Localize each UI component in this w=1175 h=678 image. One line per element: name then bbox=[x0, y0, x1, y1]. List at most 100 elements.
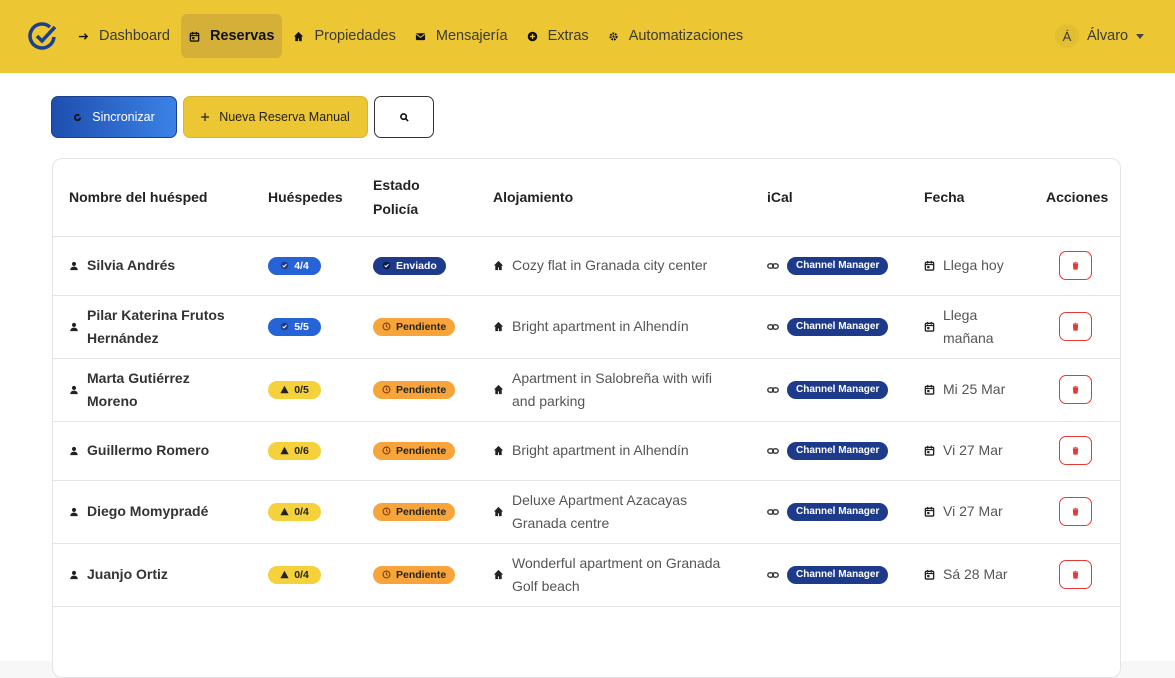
ical-cell: Channel Manager bbox=[751, 421, 908, 481]
caret bbox=[1136, 33, 1145, 39]
guest-name: Pilar Katerina Frutos Hernández bbox=[87, 306, 225, 346]
guests-cell: 5/5 bbox=[252, 295, 357, 359]
guests-count: 0/5 bbox=[294, 383, 309, 396]
icon-svg bbox=[1072, 570, 1079, 579]
property-name: Apartment in Salobreña with wifi and par… bbox=[512, 369, 712, 409]
guests-count: 0/4 bbox=[294, 505, 309, 518]
icon-svg bbox=[924, 321, 935, 332]
guest-name: Marta Gutiérrez Moreno bbox=[87, 369, 190, 409]
cell: Deluxe Apartment Azacayas Granada centre bbox=[493, 489, 735, 535]
cell: Guillermo Romero bbox=[69, 439, 236, 462]
nav-item[interactable]: Extras bbox=[519, 14, 597, 58]
icon bbox=[382, 570, 391, 579]
label: Sincronizar bbox=[92, 110, 155, 124]
icon-svg bbox=[767, 262, 779, 269]
cell: Vi 27 Mar bbox=[924, 439, 1014, 462]
icon bbox=[293, 31, 304, 42]
guest-name: Guillermo Romero bbox=[87, 442, 210, 458]
icon-svg bbox=[70, 570, 78, 579]
guest-cell: Juanjo Ortiz bbox=[53, 543, 252, 607]
date: Sá 28 Mar bbox=[943, 566, 1008, 582]
icon bbox=[493, 569, 504, 580]
date-cell: Sá 28 Mar bbox=[908, 543, 1030, 607]
column-header: Fecha bbox=[908, 159, 1030, 237]
booking-row: Juanjo Ortiz 0/4 Pendiente Wonderful apartm… bbox=[53, 543, 1120, 607]
property-name: Wonderful apartment on Granada Golf beac… bbox=[512, 554, 721, 594]
user-menu[interactable]: Á Álvaro bbox=[1055, 24, 1145, 48]
cell: Bright apartment in Alhendín bbox=[493, 315, 735, 338]
icon bbox=[767, 321, 779, 333]
column-header: Nombre del huésped bbox=[53, 159, 252, 237]
nav-item[interactable]: Propiedades bbox=[285, 14, 403, 58]
icon bbox=[924, 321, 935, 332]
icon-svg bbox=[280, 446, 289, 455]
icon-svg bbox=[493, 321, 504, 332]
icon-svg bbox=[70, 385, 78, 394]
delete-button[interactable] bbox=[1059, 497, 1092, 526]
booking-row: Silvia Andrés 4/4 Enviado Cozy flat in Gran… bbox=[53, 236, 1120, 296]
police-status: Pendiente bbox=[396, 383, 447, 396]
cell: Sá 28 Mar bbox=[924, 563, 1014, 586]
icon bbox=[924, 506, 935, 517]
icon bbox=[527, 31, 538, 42]
icon-svg bbox=[1072, 261, 1079, 270]
icon-svg bbox=[280, 261, 289, 270]
police-badge: Pendiente bbox=[373, 502, 456, 521]
nav-item[interactable]: Automatizaciones bbox=[600, 14, 751, 58]
date-cell: Vi 27 Mar bbox=[908, 480, 1030, 544]
column-header: Acciones bbox=[1030, 159, 1120, 237]
nav-item[interactable]: Mensajería bbox=[407, 14, 516, 58]
sync-button[interactable]: Sincronizar bbox=[51, 96, 177, 138]
ical-cell: Channel Manager bbox=[751, 480, 908, 544]
icon bbox=[924, 384, 935, 395]
icon bbox=[767, 506, 779, 518]
delete-button[interactable] bbox=[1059, 312, 1092, 341]
icon bbox=[280, 322, 289, 331]
icon bbox=[493, 506, 504, 517]
delete-button[interactable] bbox=[1059, 375, 1092, 404]
avatar: Á bbox=[1055, 24, 1079, 48]
cell: Channel Manager bbox=[767, 502, 892, 521]
police-badge: Pendiente bbox=[373, 317, 456, 336]
ical-badge: Channel Manager bbox=[787, 565, 889, 584]
icon-svg bbox=[382, 322, 391, 331]
nav-item[interactable]: Dashboard bbox=[70, 14, 178, 58]
logo[interactable] bbox=[28, 21, 58, 51]
icon bbox=[69, 261, 79, 271]
guest-cell: Pilar Katerina Frutos Hernández bbox=[53, 295, 252, 359]
booking-row: Diego Momypradé 0/4 Pendiente Deluxe Apartm… bbox=[53, 480, 1120, 544]
ical-badge: Channel Manager bbox=[787, 502, 889, 521]
delete-button[interactable] bbox=[1059, 251, 1092, 280]
actions-cell bbox=[1030, 480, 1120, 544]
cell: Channel Manager bbox=[767, 317, 892, 336]
cell: Bright apartment in Alhendín bbox=[493, 439, 735, 462]
new-booking-button[interactable]: Nueva Reserva Manual bbox=[183, 96, 368, 138]
search-button[interactable] bbox=[374, 96, 434, 138]
property-cell: Wonderful apartment on Granada Golf beac… bbox=[477, 543, 751, 607]
police-status: Pendiente bbox=[396, 444, 447, 457]
guests-badge: 0/5 bbox=[268, 380, 321, 399]
guests-cell: 0/6 bbox=[252, 421, 357, 481]
icon bbox=[69, 446, 79, 456]
icon-svg bbox=[493, 445, 504, 456]
guest-cell: Silvia Andrés bbox=[53, 236, 252, 296]
icon bbox=[280, 446, 289, 455]
cell: Channel Manager bbox=[767, 565, 892, 584]
icon-svg bbox=[280, 507, 289, 516]
police-status: Pendiente bbox=[396, 568, 447, 581]
delete-button[interactable] bbox=[1059, 560, 1092, 589]
delete-button[interactable] bbox=[1059, 436, 1092, 465]
nav-item[interactable]: Reservas bbox=[180, 14, 283, 58]
icon-svg bbox=[382, 570, 391, 579]
actions-cell bbox=[1030, 236, 1120, 296]
column-header: Huéspedes bbox=[252, 159, 357, 237]
cell: Pilar Katerina Frutos Hernández bbox=[69, 304, 236, 350]
icon bbox=[382, 446, 391, 455]
icon-svg bbox=[1072, 385, 1079, 394]
icon bbox=[493, 384, 504, 395]
header-row: Nombre del huésped Huéspedes Estado Policí… bbox=[53, 159, 1120, 237]
icon bbox=[189, 31, 200, 42]
icon-svg bbox=[382, 385, 391, 394]
